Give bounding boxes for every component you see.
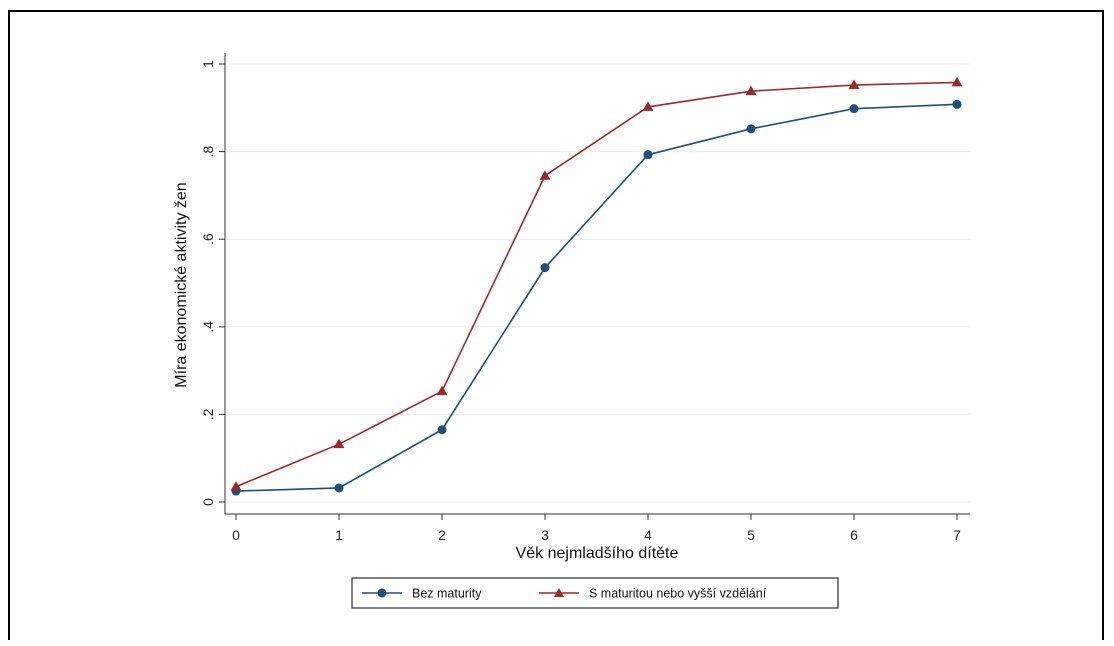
x-tick-label: 0 bbox=[232, 527, 240, 543]
data-point bbox=[437, 425, 447, 435]
series-1 bbox=[231, 99, 962, 496]
series-group bbox=[230, 76, 963, 496]
data-point bbox=[643, 150, 653, 160]
data-point bbox=[436, 385, 448, 396]
series-line bbox=[235, 103, 958, 492]
x-tick-label: 4 bbox=[644, 527, 652, 543]
series-2 bbox=[230, 76, 963, 491]
y-tick-label: .8 bbox=[200, 146, 216, 158]
data-point bbox=[642, 101, 654, 111]
y-tick-label: .4 bbox=[200, 321, 216, 333]
data-point bbox=[746, 124, 756, 134]
y-axis-ticks: 0 .2 .4 .6 .8 1 bbox=[200, 60, 225, 506]
x-tick-label: 1 bbox=[335, 527, 343, 543]
x-tick-label: 7 bbox=[953, 527, 961, 543]
legend-marker-series-1 bbox=[377, 588, 387, 598]
series-line bbox=[235, 81, 958, 488]
x-tick-label: 3 bbox=[541, 527, 549, 543]
data-point bbox=[952, 99, 962, 109]
y-tick-label: .6 bbox=[200, 233, 216, 245]
data-point bbox=[334, 483, 344, 493]
x-tick-label: 5 bbox=[747, 527, 755, 543]
data-point bbox=[849, 104, 859, 114]
legend-marker-series-2 bbox=[554, 588, 564, 597]
figure-frame bbox=[8, 10, 1104, 640]
data-point bbox=[539, 170, 551, 180]
grid-lines bbox=[225, 63, 970, 503]
x-axis-title: Věk nejmladšího dítěte bbox=[516, 545, 679, 562]
y-tick-label: 0 bbox=[200, 498, 216, 506]
y-axis-title: Míra ekonomické aktivity žen bbox=[173, 182, 190, 387]
data-point bbox=[848, 79, 860, 90]
chart-background bbox=[145, 30, 995, 630]
legend-box bbox=[351, 577, 839, 609]
legend-label-series-2: S maturitou nebo vyšší vzdělání bbox=[589, 587, 767, 601]
y-tick-label: .2 bbox=[200, 408, 216, 420]
legend: Bez maturity S maturitou nebo vyšší vzdě… bbox=[351, 577, 839, 609]
data-point bbox=[333, 438, 345, 449]
data-point bbox=[540, 263, 550, 273]
y-tick-label: 1 bbox=[200, 60, 216, 68]
legend-label-series-1: Bez maturity bbox=[412, 587, 482, 601]
x-tick-label: 6 bbox=[850, 527, 858, 543]
x-axis-ticks: 0 1 2 3 4 5 6 7 bbox=[232, 514, 961, 543]
data-point bbox=[745, 85, 757, 96]
x-tick-label: 2 bbox=[438, 527, 446, 543]
axes bbox=[224, 53, 970, 515]
data-point bbox=[951, 76, 963, 87]
data-point bbox=[230, 481, 242, 491]
